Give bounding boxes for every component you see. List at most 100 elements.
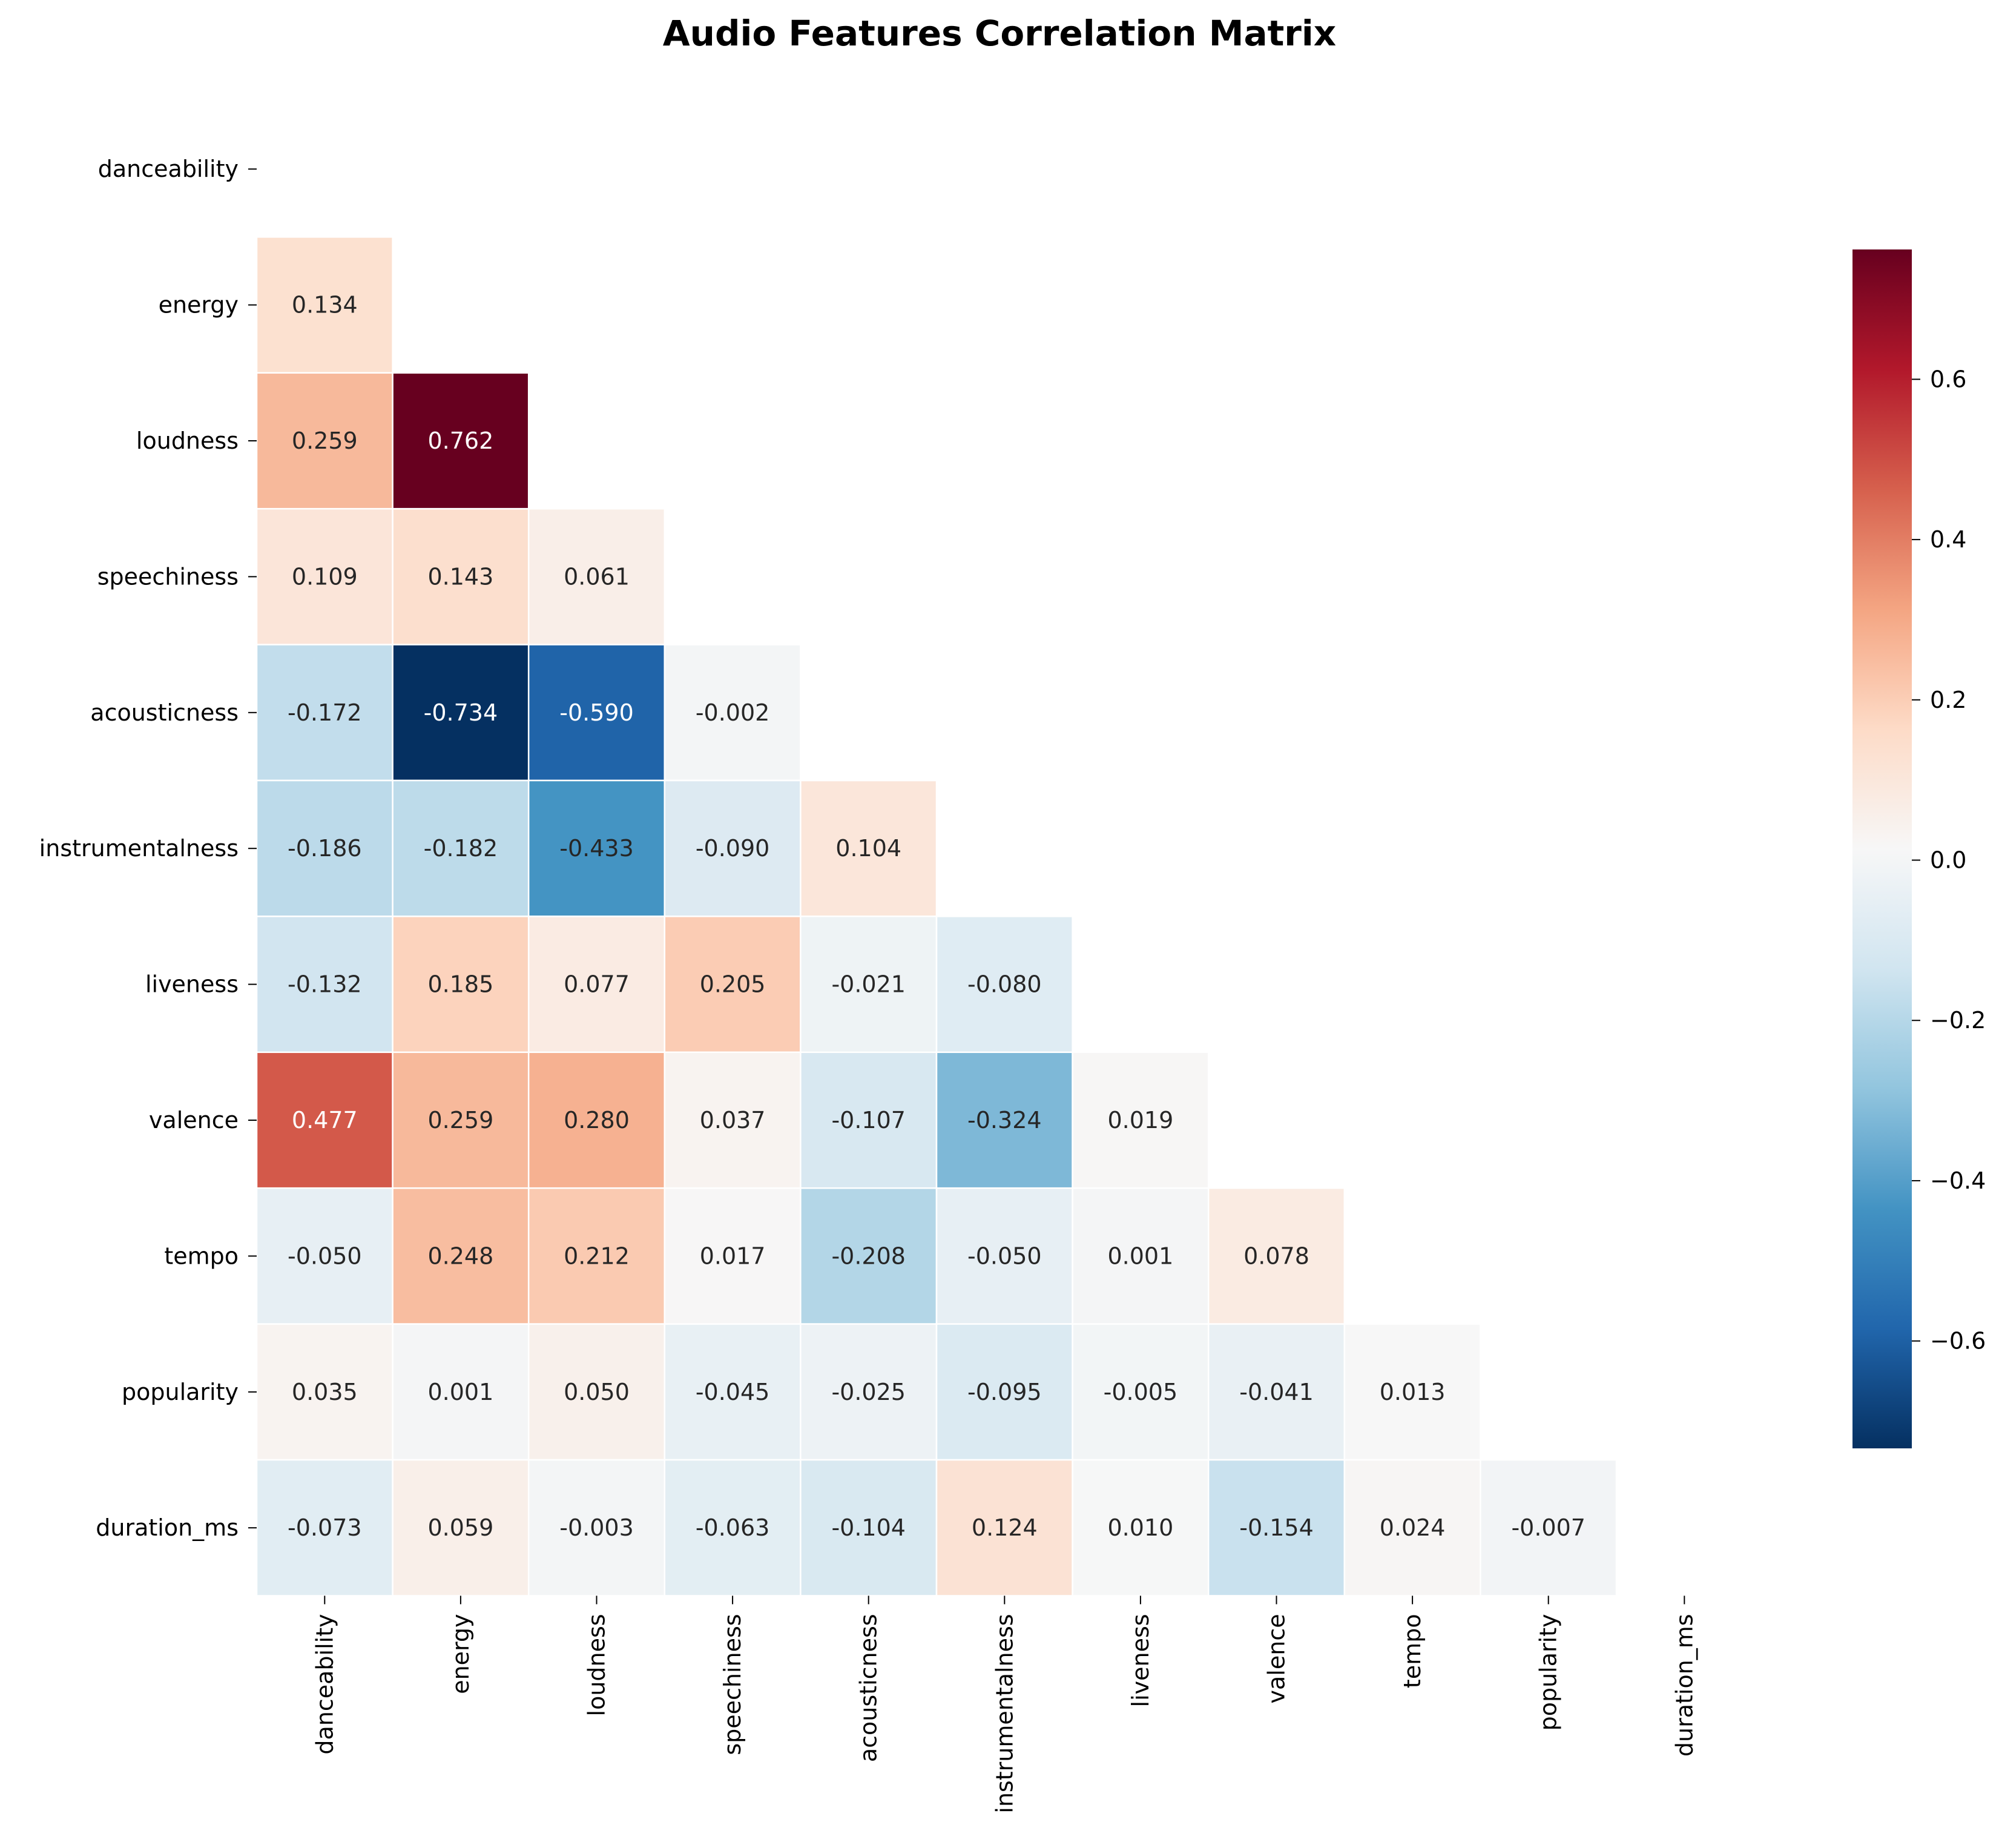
- colorbar-tick-label: −0.6: [1930, 1328, 1986, 1355]
- x-tick-label: tempo: [1399, 1614, 1426, 1688]
- x-tick-label: danceability: [311, 1614, 338, 1754]
- row-labels: danceability energy loudness speechiness aco…: [39, 156, 257, 1541]
- heatmap-cell: [664, 1323, 802, 1461]
- cell-value-label: 0.143: [428, 563, 494, 590]
- cell-value-label: 0.017: [700, 1242, 766, 1269]
- heatmap-cell: [255, 1051, 394, 1189]
- cell-value-label: -0.002: [696, 699, 770, 726]
- heatmap-cell: [664, 1051, 802, 1189]
- cell-value-label: -0.050: [288, 1242, 362, 1269]
- cell-value-label: -0.005: [1104, 1379, 1178, 1405]
- heatmap-cell: [392, 779, 530, 917]
- cell-value-label: 0.248: [428, 1242, 494, 1269]
- heatmap-cell: [1343, 1459, 1481, 1597]
- y-tick-label: energy: [159, 292, 239, 318]
- cell-value-label: -0.045: [696, 1379, 770, 1405]
- cell-value-label: 0.762: [428, 427, 494, 454]
- heatmap-cell: [527, 507, 666, 645]
- heatmap-cell: [935, 1051, 1073, 1189]
- cell-value-label: -0.182: [424, 835, 498, 862]
- y-tick-label: duration_ms: [96, 1514, 239, 1541]
- heatmap-cell: [1207, 1187, 1346, 1325]
- cell-value-label: -0.003: [559, 1514, 634, 1541]
- cell-value-label: 0.010: [1108, 1514, 1174, 1541]
- cell-value-label: -0.208: [831, 1242, 906, 1269]
- y-tick-label: liveness: [145, 971, 239, 998]
- chart-title: Audio Features Correlation Matrix: [663, 13, 1336, 54]
- y-tick-label: speechiness: [97, 563, 239, 590]
- heatmap-cell: [1207, 1459, 1346, 1597]
- heatmap-cell: [527, 916, 666, 1054]
- cell-value-label: 0.109: [292, 563, 358, 590]
- cell-value-label: 0.077: [564, 971, 630, 998]
- colorbar: −0.6 −0.4 −0.2 0.0 0.2 0.4 0.6: [1852, 249, 1986, 1448]
- y-tick-label: tempo: [164, 1242, 239, 1269]
- cell-value-label: -0.107: [831, 1107, 906, 1134]
- cell-value-label: 0.280: [564, 1107, 630, 1134]
- heatmap-cell: [255, 1187, 394, 1325]
- heatmap-cell: [664, 1459, 802, 1597]
- cell-value-label: -0.324: [967, 1107, 1042, 1134]
- cell-value-label: -0.007: [1511, 1514, 1586, 1541]
- heatmap-cell: [527, 779, 666, 917]
- heatmap-cell: [664, 779, 802, 917]
- x-tick-label: speechiness: [719, 1614, 746, 1755]
- cell-value-label: 0.037: [700, 1107, 766, 1134]
- cell-value-label: 0.059: [428, 1514, 494, 1541]
- heatmap-cell: [1072, 1051, 1210, 1189]
- heatmap-cell: [255, 1323, 394, 1461]
- colorbar-tick-label: 0.6: [1930, 366, 1966, 392]
- y-tick-label: valence: [149, 1107, 239, 1134]
- heatmap-cell: [664, 644, 802, 782]
- y-tick-label: loudness: [136, 427, 239, 454]
- heatmap-cell: [255, 372, 394, 510]
- cell-value-label: -0.104: [831, 1514, 906, 1541]
- colorbar-tick-label: 0.2: [1930, 687, 1966, 713]
- x-tick-label: duration_ms: [1671, 1614, 1698, 1757]
- cell-value-label: 0.185: [428, 971, 494, 998]
- cell-value-label: 0.061: [564, 563, 630, 590]
- heatmap-cell: [392, 916, 530, 1054]
- cell-value-label: 0.035: [292, 1379, 358, 1405]
- heatmap-cell: [1480, 1459, 1618, 1597]
- colorbar-gradient: [1852, 249, 1912, 1448]
- cell-value-label: 0.205: [700, 971, 766, 998]
- cell-value-label: -0.095: [967, 1379, 1042, 1405]
- heatmap-cell: [800, 779, 938, 917]
- cell-value-label: -0.021: [831, 971, 906, 998]
- cell-value-label: -0.080: [967, 971, 1042, 998]
- colorbar-tick-label: 0.4: [1930, 526, 1966, 553]
- heatmap-cell: [255, 507, 394, 645]
- heatmap-cell: [392, 1323, 530, 1461]
- heatmap-cell: [527, 1323, 666, 1461]
- cell-value-label: -0.063: [696, 1514, 770, 1541]
- cell-value-label: 0.477: [292, 1107, 358, 1134]
- x-tick-label: energy: [447, 1614, 474, 1694]
- heatmap-cell: [664, 916, 802, 1054]
- cell-value-label: -0.041: [1239, 1379, 1314, 1405]
- cell-value-label: -0.734: [424, 699, 498, 726]
- heatmap-cell: [392, 507, 530, 645]
- x-tick-label: liveness: [1127, 1614, 1154, 1707]
- heatmap-cell: [255, 1459, 394, 1597]
- cell-value-label: -0.050: [967, 1242, 1042, 1269]
- colorbar-tick-label: −0.2: [1930, 1007, 1986, 1034]
- heatmap-cell: [1072, 1323, 1210, 1461]
- cell-value-label: 0.013: [1380, 1379, 1446, 1405]
- heatmap-cell: [935, 1459, 1073, 1597]
- heatmap-cell: [1072, 1187, 1210, 1325]
- cell-value-label: -0.172: [288, 699, 362, 726]
- heatmap-cell: [1343, 1323, 1481, 1461]
- x-tick-label: popularity: [1535, 1614, 1562, 1731]
- colorbar-tick-label: −0.4: [1930, 1167, 1986, 1194]
- heatmap-cell: [800, 1459, 938, 1597]
- heatmap-cell: [935, 1323, 1073, 1461]
- x-tick-label: acousticness: [855, 1614, 882, 1762]
- cell-value-label: -0.073: [288, 1514, 362, 1541]
- cell-value-label: 0.019: [1108, 1107, 1174, 1134]
- column-labels: danceability energy loudness speechiness aco…: [311, 1596, 1698, 1813]
- cell-value-label: 0.259: [428, 1107, 494, 1134]
- cell-value-label: 0.001: [1108, 1242, 1174, 1269]
- cell-value-label: 0.212: [564, 1242, 630, 1269]
